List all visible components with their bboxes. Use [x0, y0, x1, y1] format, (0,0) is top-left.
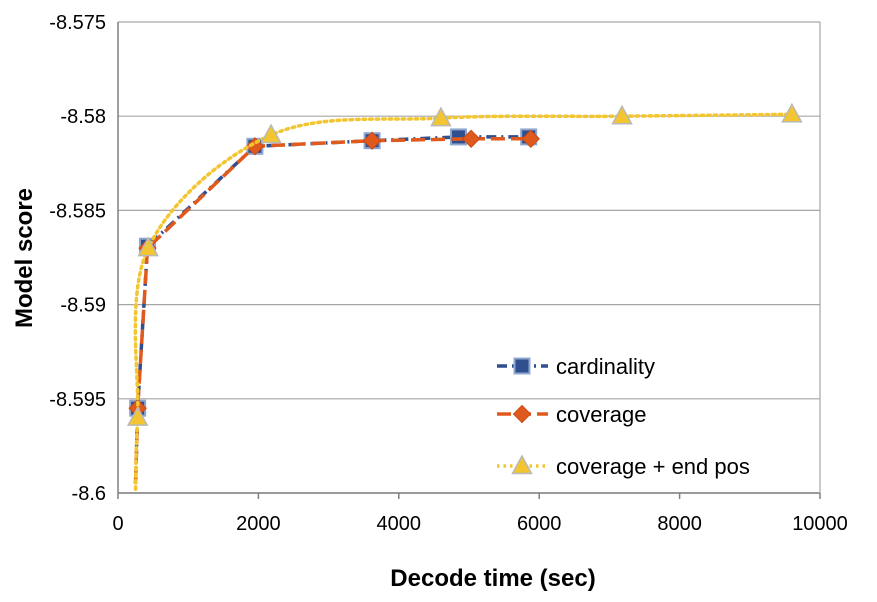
data-point [245, 137, 265, 156]
data-point [449, 128, 467, 146]
series-line [133, 112, 794, 491]
legend: cardinality coverage coverage + end pos [497, 354, 750, 479]
data-point [461, 129, 481, 149]
x-axis-title: Decode time (sec) [390, 565, 595, 592]
series-coverage-end-pos [126, 102, 803, 491]
y-axis-title: Model score [11, 188, 38, 328]
legend-item: coverage + end pos [497, 454, 750, 479]
legend-label: cardinality [556, 354, 655, 379]
data-point [260, 123, 282, 144]
legend-label: coverage + end pos [556, 454, 750, 479]
legend-label: coverage [556, 402, 647, 427]
y-tick-label: -8.575 [49, 12, 106, 34]
tick-labels: -8.575 -8.58 -8.585 -8.59 -8.595 -8.6 0 2000 400… [49, 12, 848, 535]
x-tick-label: 4000 [377, 513, 422, 535]
data-point [781, 102, 803, 123]
data-point [137, 236, 159, 257]
x-tick-label: 10000 [792, 513, 848, 535]
y-tick-label: -8.585 [49, 200, 106, 222]
plot-area-series [126, 102, 803, 491]
x-tick-label: 6000 [517, 513, 562, 535]
y-tick-label: -8.59 [60, 295, 106, 317]
data-point [126, 406, 149, 426]
x-tick-label: 8000 [657, 513, 702, 535]
data-point [430, 106, 452, 127]
legend-marker [512, 404, 532, 424]
legend-item: coverage [497, 402, 647, 427]
axes [117, 22, 821, 499]
x-tick-label: 0 [112, 513, 123, 535]
legend-marker [511, 454, 533, 475]
grid-lines [118, 21, 820, 494]
x-tick-label: 2000 [236, 513, 281, 535]
legend-item: cardinality [497, 354, 655, 379]
legend-marker [513, 357, 531, 375]
series-line [133, 137, 531, 484]
data-point [521, 129, 540, 149]
y-tick-label: -8.6 [72, 483, 106, 505]
data-point [362, 131, 382, 150]
series-coverage [128, 129, 540, 484]
series-cardinality [129, 128, 538, 484]
y-tick-label: -8.595 [49, 389, 106, 411]
y-tick-label: -8.58 [60, 106, 106, 128]
data-point [611, 104, 633, 125]
